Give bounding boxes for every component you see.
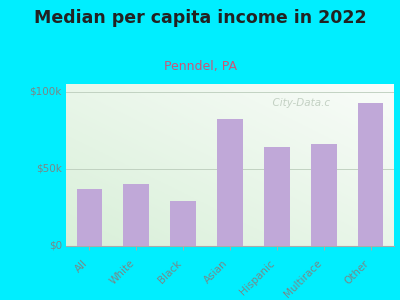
Bar xyxy=(123,184,149,246)
Text: Other: Other xyxy=(342,258,370,286)
Text: $50k: $50k xyxy=(36,164,62,174)
Text: $0: $0 xyxy=(49,241,62,251)
Text: Hispanic: Hispanic xyxy=(238,258,277,297)
Text: Black: Black xyxy=(156,258,183,285)
Text: White: White xyxy=(108,258,136,286)
Bar xyxy=(358,103,384,246)
Bar xyxy=(217,119,243,246)
Text: $100k: $100k xyxy=(30,87,62,97)
Text: Median per capita income in 2022: Median per capita income in 2022 xyxy=(34,9,366,27)
Text: City-Data.c: City-Data.c xyxy=(266,98,330,108)
Text: Multirace: Multirace xyxy=(282,258,324,299)
Text: Penndel, PA: Penndel, PA xyxy=(164,60,236,73)
Bar xyxy=(311,144,336,246)
Text: Asian: Asian xyxy=(203,258,230,285)
Text: All: All xyxy=(73,258,90,274)
Bar xyxy=(76,189,102,246)
Bar xyxy=(264,147,290,246)
Bar xyxy=(170,201,196,246)
